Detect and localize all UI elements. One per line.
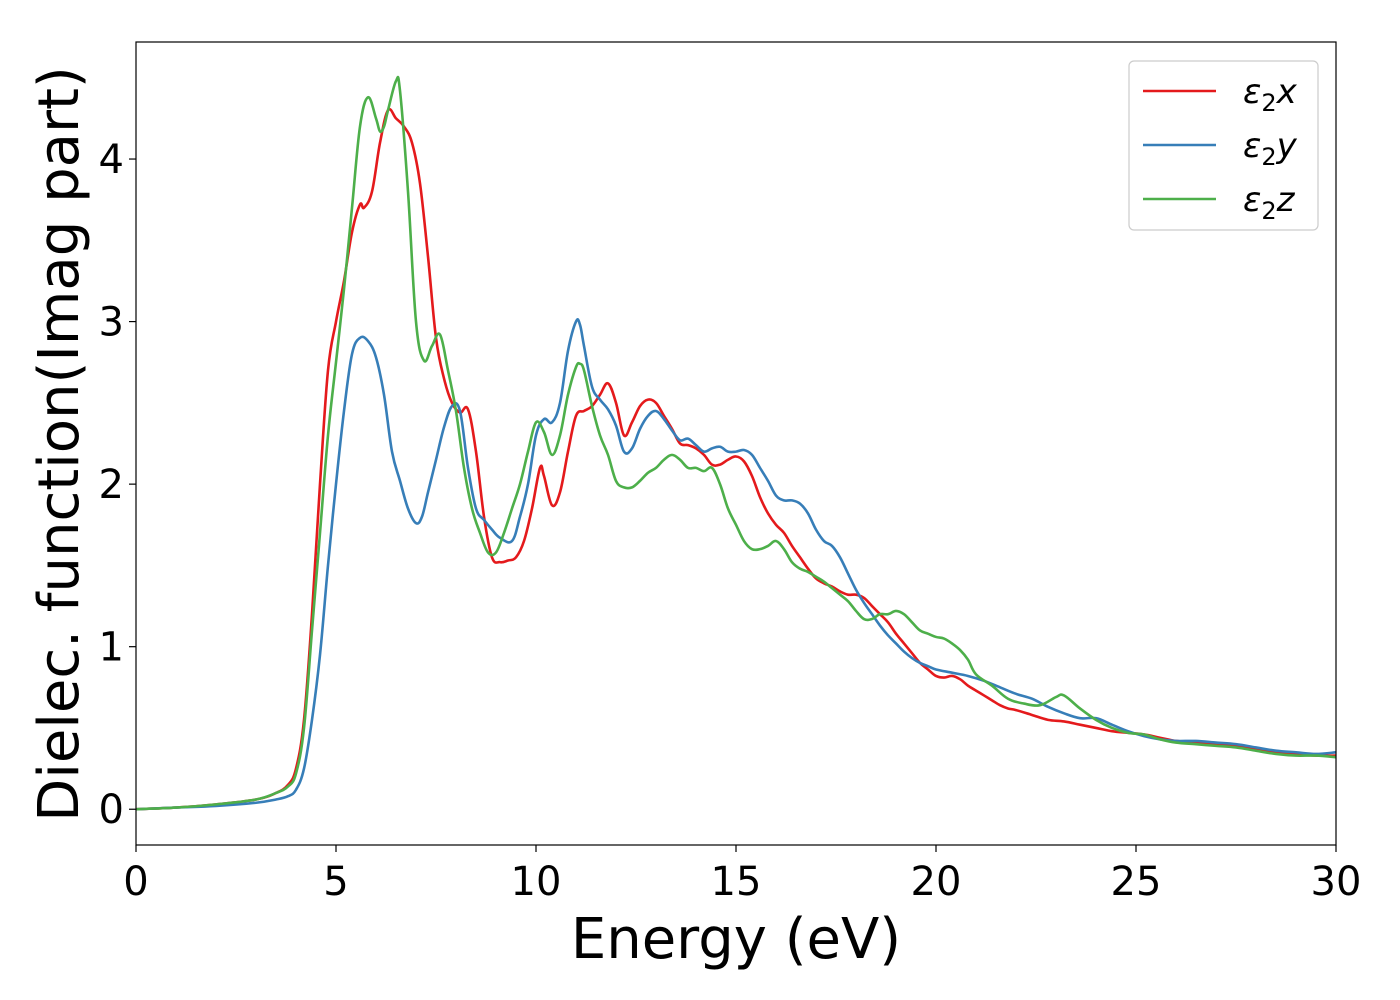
x-tick-label: 0 [123,859,148,905]
series-line-y [136,318,1336,811]
y-tick-label: 3 [99,300,124,346]
series-line-z [136,75,1336,811]
legend: ε2x ε2y ε2z [1128,60,1319,231]
y-axis: 0 1 2 3 4 [99,137,136,833]
legend-box [1128,60,1319,231]
y-tick-label: 1 [99,625,124,671]
series-lines [136,75,1336,811]
y-tick-label: 4 [99,137,124,183]
series-line-x [136,107,1336,811]
x-tick-label: 25 [1111,859,1162,905]
x-tick-label: 30 [1311,859,1362,905]
x-axis-title: Energy (eV) [571,907,901,972]
y-tick-label: 0 [99,787,124,833]
x-tick-label: 10 [511,859,562,905]
x-tick-label: 15 [711,859,762,905]
y-tick-label: 2 [99,462,124,508]
y-axis-title: Dielec. function(Imag part) [27,66,92,822]
legend-label-x: ε2x [1243,72,1298,117]
x-tick-label: 5 [323,859,348,905]
x-axis: 0 5 10 15 20 25 30 [123,845,1361,905]
x-tick-label: 20 [911,859,962,905]
legend-label-y: ε2y [1243,126,1298,171]
legend-label-z: ε2z [1243,180,1296,225]
